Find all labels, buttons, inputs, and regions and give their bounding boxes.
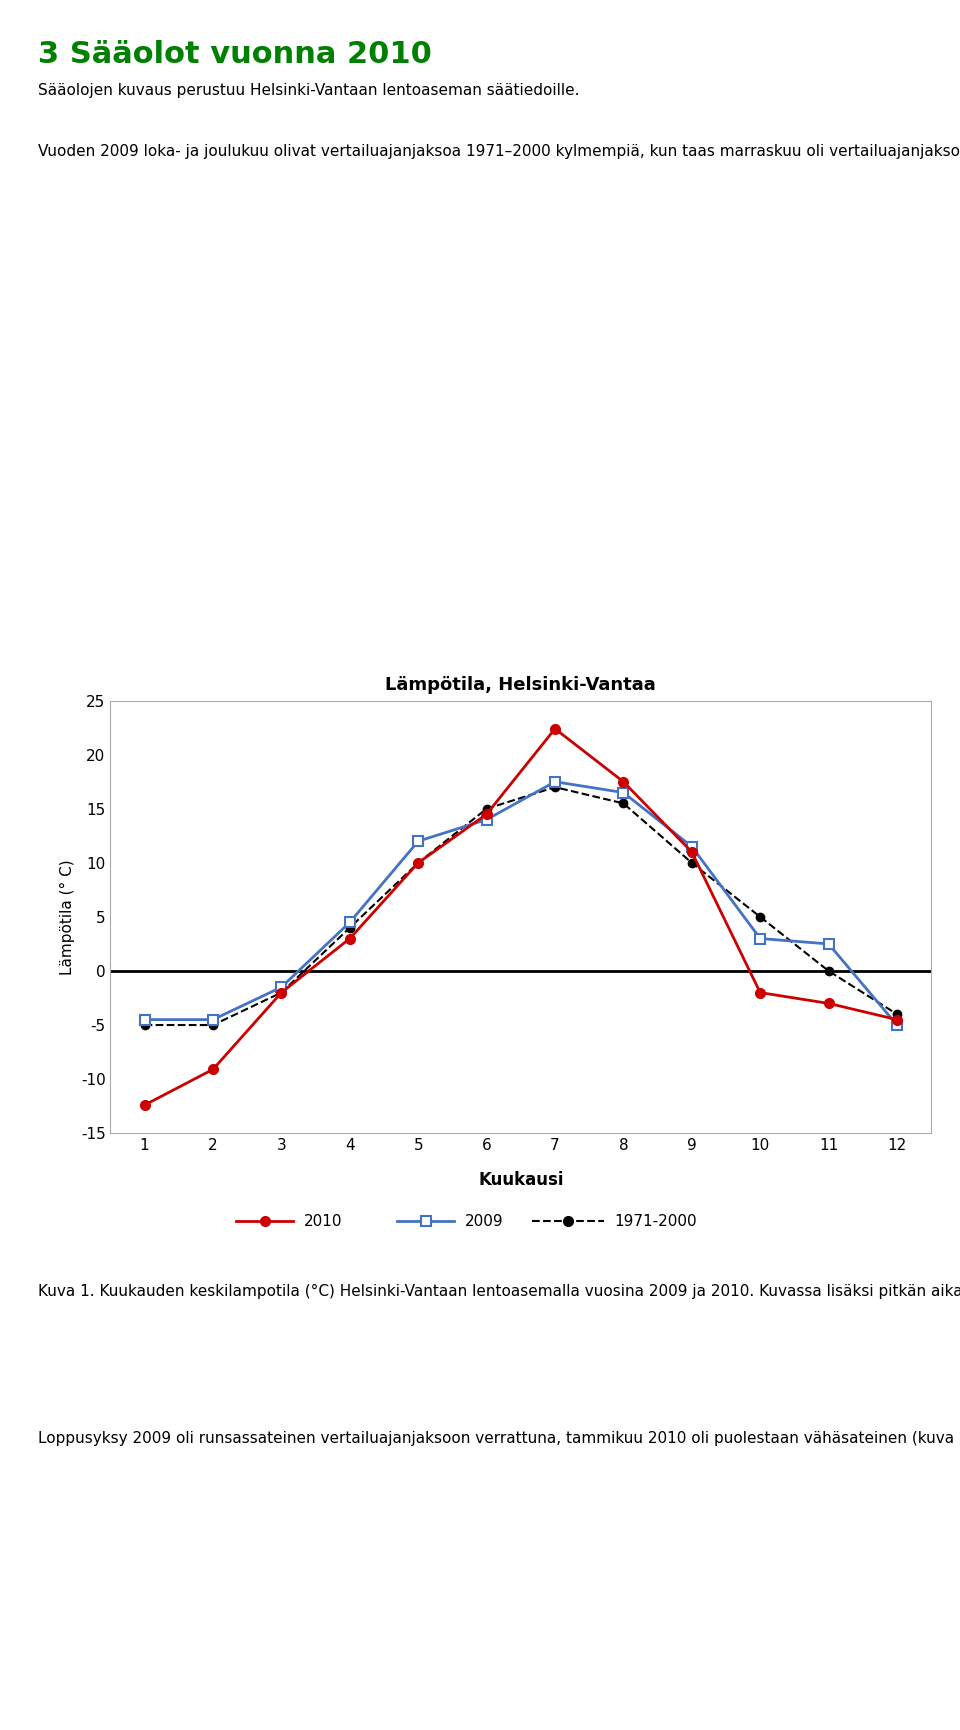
Text: Loppusyksy 2009 oli runsassateinen vertailuajanjaksoon verrattuna, tammikuu 2010: Loppusyksy 2009 oli runsassateinen verta… [38, 1431, 960, 1446]
Text: Kuukausi: Kuukausi [478, 1171, 564, 1189]
Text: 3 Sääolot vuonna 2010: 3 Sääolot vuonna 2010 [38, 40, 432, 69]
Text: Sääolojen kuvaus perustuu Helsinki-Vantaan lentoaseman säätiedoille.: Sääolojen kuvaus perustuu Helsinki-Vanta… [38, 83, 580, 99]
Title: Lämpötila, Helsinki-Vantaa: Lämpötila, Helsinki-Vantaa [385, 675, 657, 694]
Text: 2009: 2009 [465, 1214, 503, 1228]
Text: 1971-2000: 1971-2000 [614, 1214, 697, 1228]
Text: Kuva 1. Kuukauden keskilampotila (°C) Helsinki-Vantaan lentoasemalla vuosina 200: Kuva 1. Kuukauden keskilampotila (°C) He… [38, 1284, 960, 1299]
Text: Vuoden 2009 loka- ja joulukuu olivat vertailuajanjaksoa 1971–2000 kylmempiä, kun: Vuoden 2009 loka- ja joulukuu olivat ver… [38, 144, 960, 159]
Text: 2010: 2010 [303, 1214, 343, 1228]
Y-axis label: Lämpötila (° C): Lämpötila (° C) [60, 860, 75, 974]
